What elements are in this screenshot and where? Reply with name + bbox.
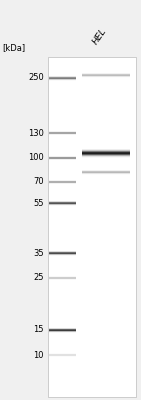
Text: 15: 15	[34, 326, 44, 334]
Text: [kDa]: [kDa]	[2, 43, 25, 52]
Text: 70: 70	[33, 178, 44, 186]
Text: HEL: HEL	[91, 26, 109, 46]
Text: 35: 35	[33, 248, 44, 258]
Text: 55: 55	[34, 198, 44, 208]
Text: 10: 10	[34, 350, 44, 360]
Bar	[48, 57, 136, 397]
Text: 250: 250	[28, 74, 44, 82]
Text: 130: 130	[28, 128, 44, 138]
Text: 100: 100	[28, 154, 44, 162]
Text: 25: 25	[34, 274, 44, 282]
